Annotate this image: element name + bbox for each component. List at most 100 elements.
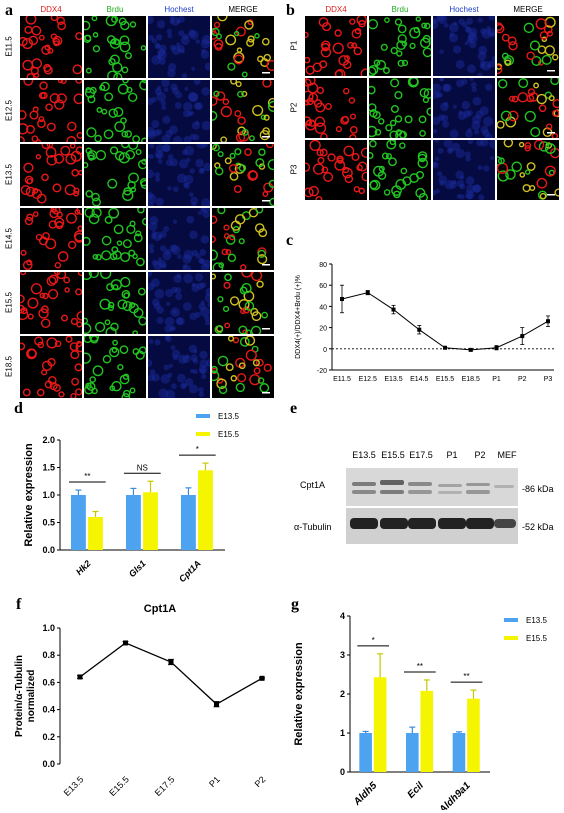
g-legend-swatch	[504, 618, 518, 622]
wb-lane-p2: P2	[474, 450, 486, 460]
f-y-axis-label-line1: Protein/α-Tubulin	[14, 655, 25, 737]
channel-header-ddx4: DDX4	[325, 5, 347, 14]
row-label-p2: P2	[289, 102, 299, 113]
a-tile-e11-5-hochest	[148, 16, 210, 78]
b-tile-p2-brdu	[369, 78, 431, 138]
row-label-p1: P1	[289, 40, 299, 51]
f-x-tick-label: E17.5	[153, 774, 177, 798]
c-data-point	[468, 347, 473, 352]
d-significance-label: **	[84, 472, 90, 481]
row-label-e12-5: E12.5	[4, 100, 14, 121]
wb-band-label-tubulin: α-Tubulin	[294, 522, 332, 532]
g-legend-label: E13.5	[526, 616, 547, 625]
b-tile-p2-merge	[497, 78, 559, 138]
f-data-point	[123, 640, 128, 646]
panel-label-d: d	[14, 400, 23, 417]
a-tile-e12-5-hochest	[148, 80, 210, 142]
g-y-tick-label: 2	[340, 689, 345, 699]
a-tile-e18-5-merge	[212, 336, 274, 398]
a-tile-e15-5-merge	[212, 272, 274, 334]
c-y-tick-label: 80	[319, 262, 327, 269]
wb-lane-e13-5: E13.5	[352, 450, 376, 460]
g-bar-E13-5-aldh5	[359, 733, 372, 772]
g-y-tick-label: 1	[340, 728, 345, 738]
row-label-p3: P3	[289, 164, 299, 175]
wb-band-image	[346, 468, 518, 544]
d-y-tick-label: 0.0	[42, 545, 55, 555]
b-tile-p2-hochest	[433, 78, 495, 138]
f-y-tick-label: 0.6	[42, 677, 55, 687]
d-legend-swatch	[196, 432, 210, 436]
panel-label-f: f	[16, 596, 22, 613]
c-y-tick-label: 60	[319, 283, 327, 290]
c-x-tick-label: P2	[518, 376, 527, 383]
c-data-point	[443, 345, 447, 350]
wb-lane-e17-5: E17.5	[409, 450, 433, 460]
g-bar-E15-5-ecil	[420, 690, 434, 772]
a-tile-e14-5-merge	[212, 208, 274, 270]
c-x-tick-label: E18.5	[462, 376, 480, 383]
f-data-point	[214, 701, 219, 707]
c-x-tick-label: P1	[492, 376, 501, 383]
g-bar-E13-5-aldh9a1	[452, 733, 466, 772]
row-label-e15-5: E15.5	[4, 292, 14, 313]
c-x-tick-label: P3	[544, 376, 553, 383]
f-y-tick-label: 0.0	[42, 759, 55, 769]
c-series-line	[341, 292, 549, 351]
a-tile-e15-5-brdu	[84, 272, 146, 334]
g-legend-swatch	[504, 636, 518, 640]
g-x-tick-label: Aldh5	[351, 780, 379, 808]
channel-header-merge: MERGE	[513, 5, 543, 14]
a-tile-e14-5-hochest	[148, 208, 210, 270]
chart-d-relative-expression: 0.0 0.5 1.0 1.5 2.0 ** Hk2 NS Gls1 * Cpt1A E13.5 E15…	[23, 412, 239, 584]
a-tile-e13-5-ddx4	[20, 144, 82, 206]
d-y-axis-label: Relative expression	[23, 443, 35, 547]
c-y-tick-label: 40	[319, 304, 327, 311]
c-y-axis-label: DDX4(+)/DDX4+Brdu (+)%	[295, 275, 302, 359]
chart-c-ddx4-brdu: 80 60 40 20 0 -20 E11.5 E12.5 E13.5 E14.5 E15.5 E18…	[295, 262, 554, 383]
a-tile-e13-5-brdu	[84, 144, 146, 206]
c-y-tick-label: -20	[317, 368, 327, 375]
c-y-tick-label: 20	[319, 326, 327, 333]
f-chart-title: Cpt1A	[144, 603, 176, 615]
f-y-axis-label-line2: normalized	[26, 670, 37, 723]
c-data-point	[340, 296, 344, 301]
c-data-point	[417, 327, 422, 332]
c-data-point	[546, 319, 550, 324]
f-data-point	[77, 674, 83, 680]
g-y-tick-label: 0	[340, 767, 345, 777]
channel-header-hochest: Hochest	[164, 5, 194, 14]
a-tile-e13-5-merge	[212, 144, 274, 206]
b-tile-p3-ddx4	[305, 140, 367, 200]
d-legend-swatch	[196, 414, 210, 418]
f-x-tick-label: E13.5	[62, 774, 86, 798]
wb-lane-mef: MEF	[497, 450, 517, 460]
a-tile-e11-5-merge	[212, 16, 274, 78]
channel-header-merge: MERGE	[228, 5, 258, 14]
c-data-point	[520, 334, 525, 339]
a-tile-e14-5-brdu	[84, 208, 146, 270]
row-label-e14-5: E14.5	[4, 228, 14, 249]
panel-label-a: a	[5, 2, 13, 19]
chart-g-relative-expression: 0 1 2 3 4 * Aldh5 ** Ecil ** Aldh9a1 E13.5 E15.5 Rela…	[293, 611, 547, 810]
a-tile-e12-5-ddx4	[20, 80, 82, 142]
a-tile-e15-5-ddx4	[20, 272, 82, 334]
a-tile-e11-5-brdu	[84, 16, 146, 78]
c-data-point	[391, 307, 396, 312]
g-x-tick-label: Ecil	[406, 780, 427, 801]
g-bar-E13-5-ecil	[406, 733, 419, 772]
f-x-tick-label: P2	[253, 774, 268, 789]
a-tile-e18-5-hochest	[148, 336, 210, 398]
a-tile-e13-5-hochest	[148, 144, 210, 206]
d-x-tick-label: Gls1	[127, 558, 148, 579]
wb-lane-e15-5: E15.5	[381, 450, 405, 460]
row-label-e13-5: E13.5	[4, 164, 14, 185]
d-y-tick-label: 1.5	[42, 463, 55, 473]
chart-f-cpt1a-protein: 0.0 0.2 0.4 0.6 0.8 1.0 Cpt1A E13.5 E15.5 E17.5 P1…	[14, 603, 268, 798]
channel-header-ddx4: DDX4	[40, 5, 62, 14]
c-x-tick-label: E12.5	[359, 376, 377, 383]
d-bar-E15-5-cpt1a	[198, 470, 213, 550]
channel-header-brdu: Brdu	[391, 5, 409, 14]
b-tile-p3-merge	[497, 140, 559, 200]
western-blot-e: E13.5 E15.5 E17.5 P1 P2 MEF Cpt1A α-Tubulin -…	[290, 420, 562, 580]
